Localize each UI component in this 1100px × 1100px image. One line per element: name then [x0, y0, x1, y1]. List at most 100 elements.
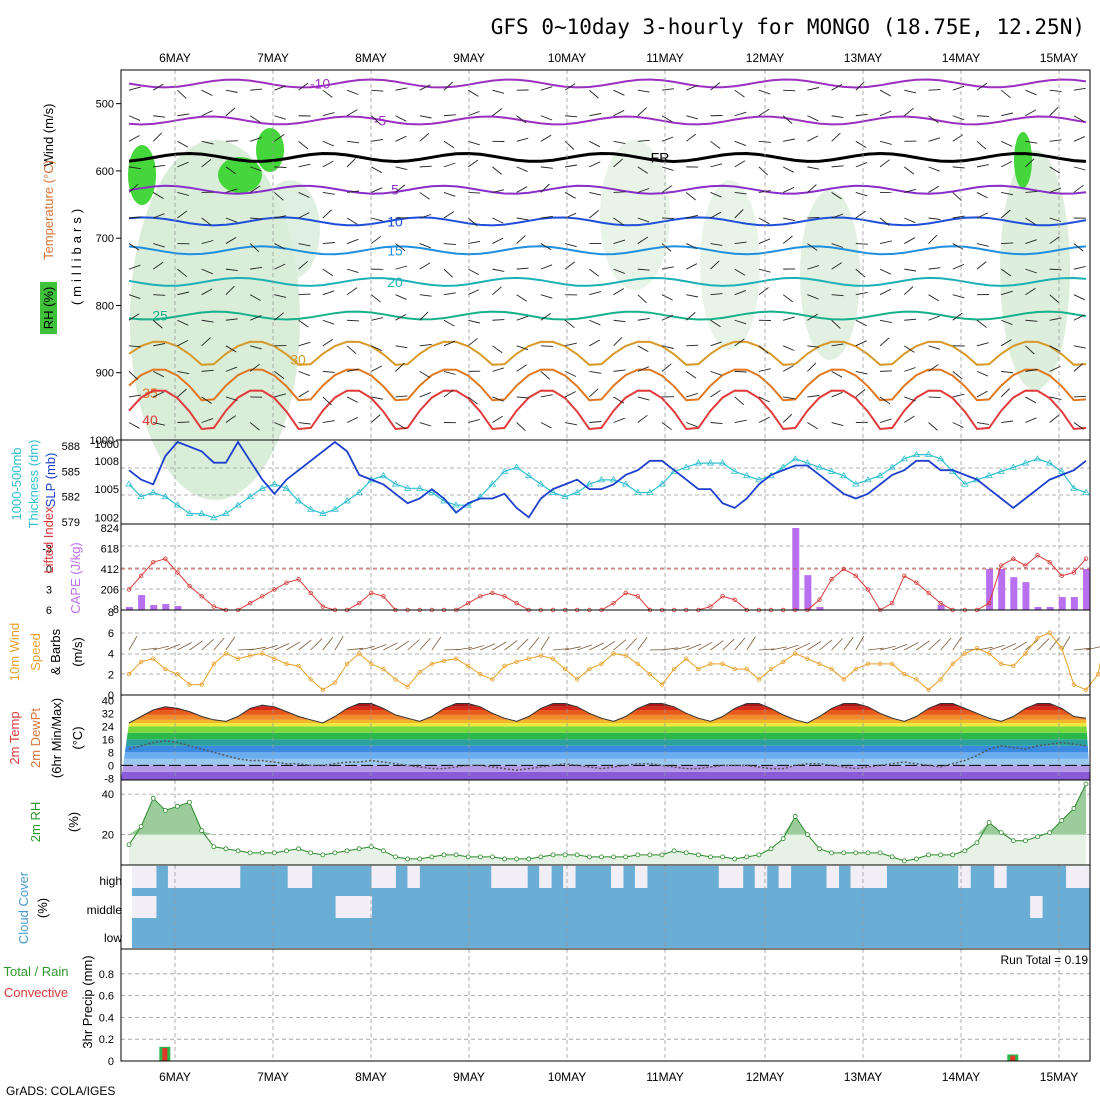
- wind-barb: [589, 89, 599, 99]
- wind-speed-line: [128, 632, 1100, 691]
- wind-barb: [225, 188, 238, 193]
- wind-barb: [758, 268, 771, 273]
- wind-speed-point: [126, 672, 132, 677]
- wind-barb: [322, 140, 335, 147]
- surface-wind-barb: [855, 635, 865, 651]
- wind-barb: [637, 268, 650, 271]
- lifted-index-tick-label: -3: [42, 544, 52, 556]
- wind-barb: [1073, 115, 1085, 122]
- wind-speed-point: [684, 656, 689, 661]
- wind-barb: [589, 370, 602, 374]
- wind-barb: [395, 243, 406, 252]
- thickness-point: [403, 484, 412, 491]
- surface-wind-barb: [952, 636, 963, 651]
- wind-barb: [1073, 265, 1086, 270]
- wind-speed-point: [1011, 663, 1016, 669]
- wind-speed-point: [1047, 630, 1052, 635]
- surface-wind-barb: [637, 636, 648, 651]
- thickness-point: [718, 459, 727, 466]
- rh-point: [175, 803, 180, 809]
- wind-barb: [395, 135, 407, 142]
- pressure-axes: 588 585 582 579 1008 1005 1002 1000: [62, 439, 119, 529]
- temperature-contour: [128, 184, 1087, 195]
- wind-barb: [613, 191, 626, 193]
- thickness-point: [149, 488, 157, 495]
- temperature-band: [121, 765, 1090, 772]
- wind-barb: [855, 210, 866, 219]
- wind-barb: [468, 110, 480, 117]
- rh-area: [600, 140, 670, 290]
- wind-barb: [516, 396, 529, 399]
- cloud-clear-cells: [132, 866, 1091, 918]
- wind-barb: [734, 289, 747, 296]
- thickness-point: [743, 471, 751, 479]
- thickness-point: [985, 471, 993, 479]
- thickness-point: [997, 467, 1005, 474]
- wind-barb: [904, 268, 917, 272]
- wind-barb: [976, 370, 989, 377]
- wind-barb: [395, 166, 408, 171]
- wind-barb: [249, 185, 261, 193]
- wind-barb: [249, 315, 262, 321]
- wind-speed-point: [841, 677, 846, 682]
- wind-barb: [613, 319, 626, 323]
- wind-barb: [152, 132, 163, 142]
- rh-point: [1047, 830, 1053, 836]
- cloud-clear-high: [371, 866, 384, 888]
- wind-barb: [758, 396, 770, 403]
- wind-barb: [710, 319, 721, 328]
- wind-speed-point: [308, 677, 313, 682]
- rh-point: [950, 852, 956, 858]
- wind-speed-point: [805, 656, 810, 661]
- surface-wind-barb: [565, 646, 581, 651]
- cape-bar: [1034, 607, 1042, 610]
- wind-barb: [298, 243, 311, 247]
- lifted-index-point: [175, 570, 180, 575]
- wind-barb: [589, 388, 599, 398]
- wind-barb: [783, 316, 795, 321]
- cloud-clear-high: [407, 866, 420, 888]
- thickness-axis-label-1: 1000-500mb: [9, 448, 24, 521]
- rh-point: [720, 854, 725, 860]
- rh-point: [647, 852, 653, 858]
- thickness-point: [900, 455, 908, 462]
- thickness-point: [379, 471, 388, 479]
- rh-area: [1000, 150, 1070, 390]
- wind-barb: [201, 288, 213, 296]
- rh-point: [417, 856, 423, 862]
- wind-barb: [419, 343, 432, 347]
- wind-speed-point: [1023, 651, 1028, 656]
- precip-panel: 0.8 0.6 0.4 0.2 0 Run Total = 0.19 Total / R…: [3, 948, 1091, 1068]
- wind-barb: [468, 319, 481, 324]
- wind-barb: [467, 396, 479, 405]
- wind-barb: [1049, 396, 1062, 401]
- wind-barb: [371, 187, 383, 193]
- wind-barb: [637, 236, 649, 244]
- surface-wind-barb: [274, 643, 290, 651]
- wind-barb: [201, 268, 213, 275]
- wind-barb: [225, 366, 238, 372]
- wind-barb: [395, 115, 407, 122]
- thickness-point: [658, 480, 666, 487]
- wind-barb: [685, 133, 697, 142]
- wind-barb: [225, 318, 238, 321]
- wind-barb: [540, 134, 552, 142]
- temp-label-4: (°C): [70, 726, 85, 749]
- surface-wind-barb: [698, 641, 713, 651]
- wind-barb: [201, 337, 211, 347]
- thickness-point: [185, 509, 194, 516]
- surface-wind-barb: [407, 639, 420, 651]
- wind-barb: [201, 418, 214, 423]
- cape-bar: [1070, 597, 1078, 610]
- wind-barb: [589, 339, 601, 347]
- millibars-axis-label: (millibars): [69, 205, 84, 305]
- wind-barb: [177, 339, 189, 347]
- wind-barb: [952, 294, 965, 299]
- wind-barb: [807, 243, 818, 251]
- wind-barb: [443, 319, 455, 327]
- wind-speed-point: [260, 651, 265, 656]
- lifted-index-point: [889, 600, 895, 606]
- surface-wind-barb: [201, 639, 214, 651]
